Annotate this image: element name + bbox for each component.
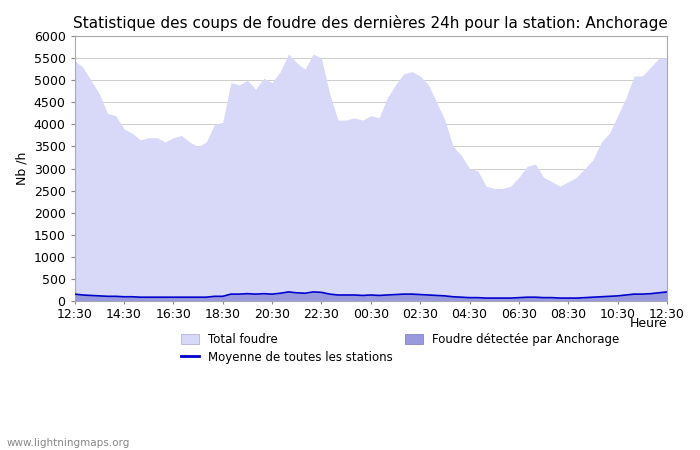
Text: www.lightningmaps.org: www.lightningmaps.org [7,438,130,448]
Legend: Total foudre, Moyenne de toutes les stations, Foudre détectée par Anchorage: Total foudre, Moyenne de toutes les stat… [181,333,620,364]
Title: Statistique des coups de foudre des dernières 24h pour la station: Anchorage: Statistique des coups de foudre des dern… [74,15,668,31]
Text: Heure: Heure [629,317,667,329]
Y-axis label: Nb /h: Nb /h [15,152,28,185]
